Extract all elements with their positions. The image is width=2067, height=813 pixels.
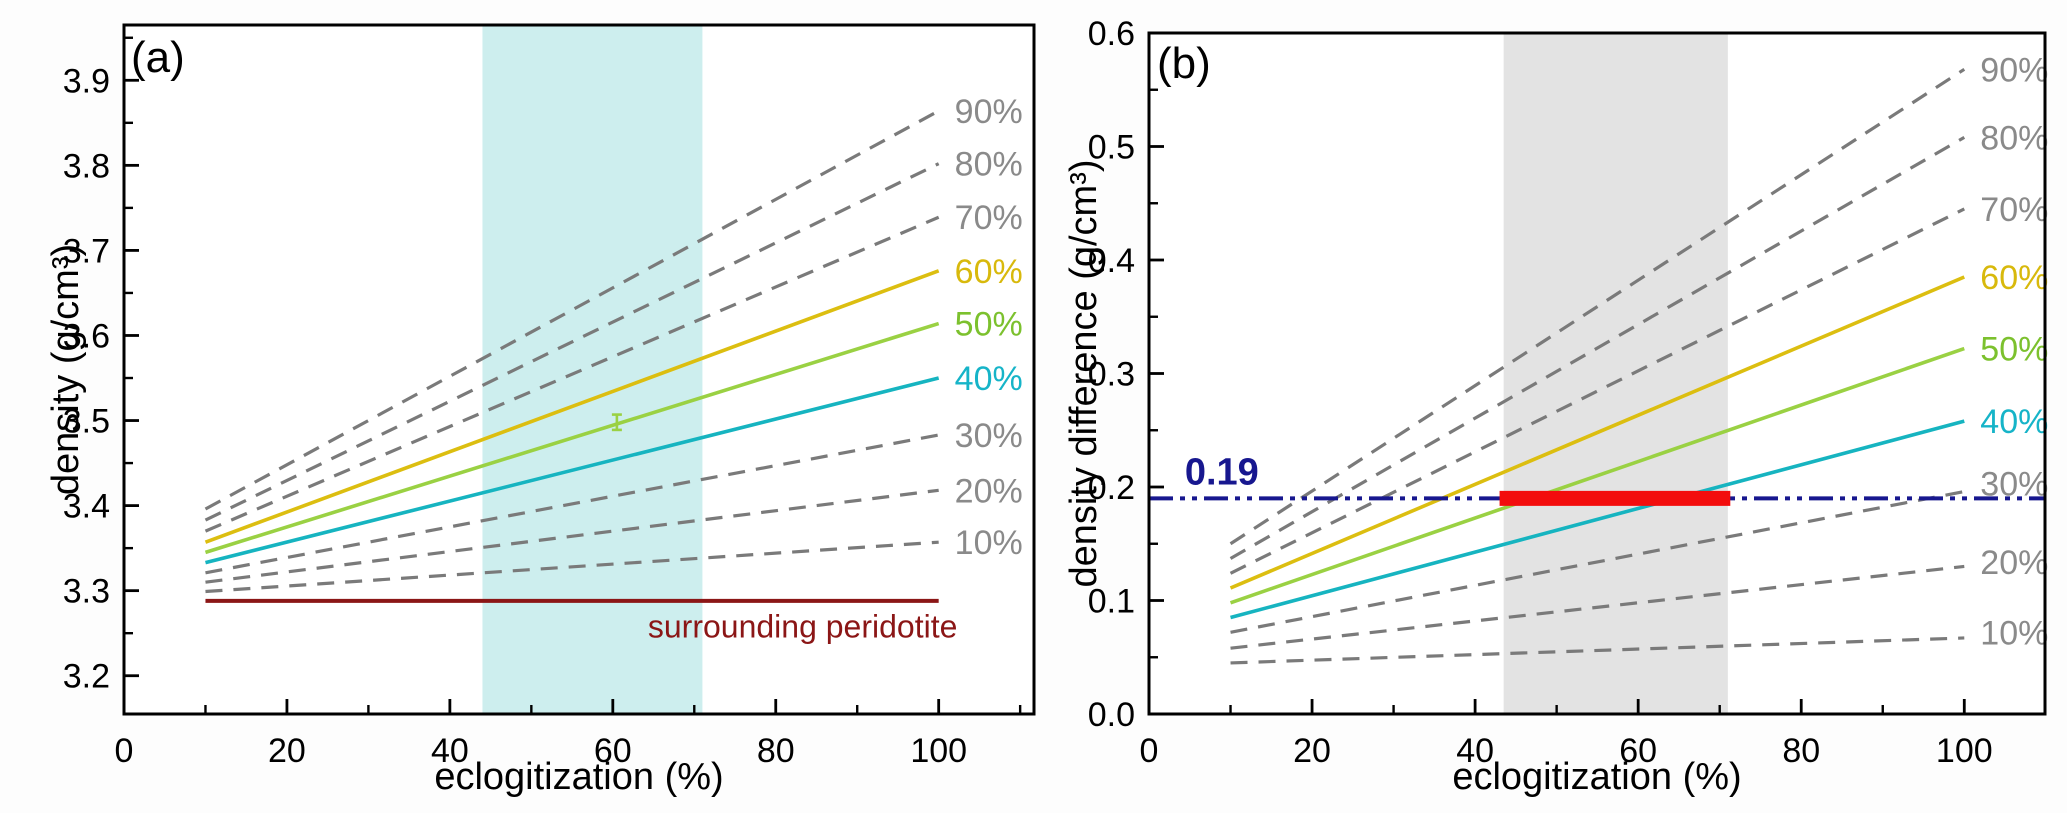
x-axis-title: eclogitization (%) [434,756,723,798]
x-tick-label: 20 [1293,732,1331,770]
series-label-30pct: 30% [1980,466,2048,504]
series-line-60pct [1229,275,1965,590]
panel-a: surrounding peridotite 10% 20% 30% 40% 50% 60%… [45,23,1036,798]
y-tick-label: 3.3 [63,573,110,611]
y-tick-label: 3.4 [63,488,110,526]
series-label-80pct: 80% [1980,119,2048,157]
y-tick-label: 3.6 [63,317,110,355]
series-line-30pct [1230,489,1965,634]
y-tick-label: 3.5 [63,403,110,441]
y-axis-title: density difference (g/cm³) [1063,159,1105,587]
series-label-60pct: 60% [1980,259,2048,297]
series-label-40pct: 40% [1980,403,2048,441]
series-line-60pct [204,269,940,544]
x-tick-label: 20 [268,732,306,770]
y-tick-label: 0.6 [1088,15,1135,53]
y-tick-label: 0.2 [1088,469,1135,507]
series-label-30pct: 30% [955,417,1023,455]
series-line-90pct [1229,67,1966,546]
y-tick-label: 3.9 [63,62,110,100]
series-line-80pct [204,162,940,522]
panel-letter-b: (b) [1157,39,1211,88]
x-tick-label: 60 [594,732,632,770]
series-line-10pct [1230,636,1965,665]
series-label-90pct: 90% [955,93,1023,131]
series-line-80pct [1229,136,1966,560]
series-label-90pct: 90% [1980,51,2048,89]
x-tick-label: 0 [1140,732,1159,770]
x-axis-title: eclogitization (%) [1452,756,1741,798]
series-label-50pct: 50% [955,306,1023,344]
series-line-30pct [205,433,939,575]
eclogitization-range-band [1503,33,1728,714]
series-label-10pct: 10% [955,524,1023,562]
axis-box [122,23,1036,716]
threshold-value-label: 0.19 [1185,451,1259,493]
y-tick-label: 0.4 [1088,242,1135,280]
series-label-20pct: 20% [955,472,1023,510]
series-label-80pct: 80% [955,146,1023,184]
x-tick-label: 100 [910,732,967,770]
series-line-20pct [205,488,939,584]
series-line-70pct [1229,207,1965,575]
x-tick-label: 40 [431,732,469,770]
y-tick-label: 3.2 [63,658,110,696]
series-label-60pct: 60% [955,253,1023,291]
y-tick-label: 3.7 [63,232,110,270]
x-tick-label: 60 [1619,732,1657,770]
series-line-20pct [1230,564,1965,650]
series-label-40pct: 40% [955,360,1023,398]
series-line-50pct [204,321,940,555]
x-tick-label: 100 [1936,732,1993,770]
panel-b: 0.19 10% 20% 30% 40% 50% 60% 70% 80% 90% 0 20 40 60 80… [1063,15,2048,798]
y-tick-label: 0.1 [1088,583,1135,621]
series-line-40pct [205,376,940,565]
x-tick-label: 80 [1782,732,1820,770]
series-line-10pct [205,540,939,594]
series-label-70pct: 70% [955,199,1023,237]
y-tick-label: 0.0 [1088,696,1135,734]
series-line-40pct [1230,419,1965,620]
series-line-50pct [1229,346,1965,605]
y-tick-label: 0.5 [1088,129,1135,167]
series-line-70pct [204,215,940,533]
x-tick-label: 80 [757,732,795,770]
panel-letter-a: (a) [131,33,185,82]
x-tick-label: 0 [115,732,134,770]
x-tick-label: 40 [1456,732,1494,770]
peridotite-label: surrounding peridotite [648,608,958,644]
series-label-20pct: 20% [1980,544,2048,582]
series-label-70pct: 70% [1980,191,2048,229]
y-tick-label: 3.8 [63,147,110,185]
y-axis-title: density (g/cm³) [45,244,87,495]
y-tick-label: 0.3 [1088,356,1135,394]
series-label-50pct: 50% [1980,331,2048,369]
series-label-10pct: 10% [1980,614,2048,652]
